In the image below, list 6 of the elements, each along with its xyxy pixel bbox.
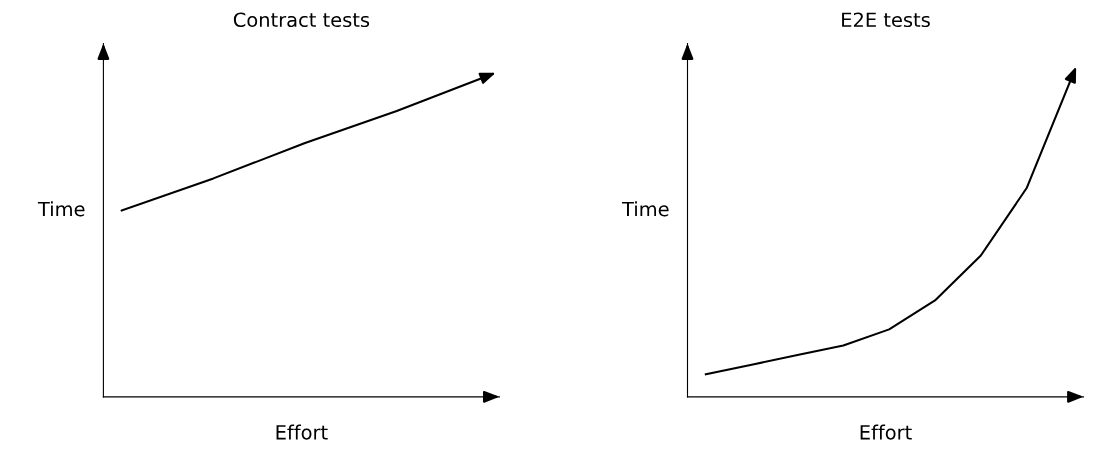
y-axis-title: Time <box>621 201 669 217</box>
chart-title: E2E tests <box>842 12 930 28</box>
x-axis-title: Effort <box>276 424 328 440</box>
chart-title: Contract tests <box>233 12 370 28</box>
y-axis-title: Time <box>37 201 85 217</box>
x-axis-title: Effort <box>860 424 912 440</box>
